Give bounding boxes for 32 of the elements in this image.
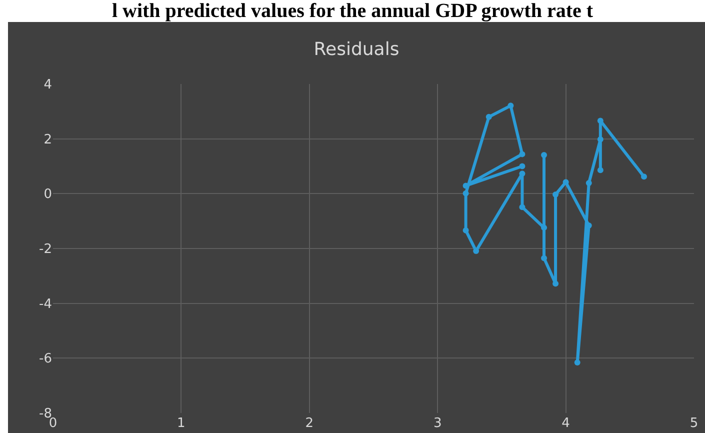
point xyxy=(552,191,559,198)
point xyxy=(486,114,492,120)
point xyxy=(597,136,604,142)
point xyxy=(541,224,548,231)
point xyxy=(597,167,604,174)
x-tick-label: 1 xyxy=(177,416,186,431)
point xyxy=(586,180,592,186)
x-tick-label: 2 xyxy=(305,416,314,431)
point xyxy=(519,151,526,158)
y-tick-label: 0 xyxy=(44,187,52,202)
point xyxy=(519,163,526,170)
x-tick-label: 4 xyxy=(562,416,570,431)
point xyxy=(508,102,514,109)
point xyxy=(519,204,526,210)
point xyxy=(641,174,647,180)
y-tick-label: 2 xyxy=(44,132,52,148)
y-tick-label: -6 xyxy=(39,352,52,367)
y-tick-label: 4 xyxy=(44,78,52,93)
point xyxy=(462,227,469,234)
point xyxy=(519,170,526,177)
chart-title: Residuals xyxy=(314,39,400,60)
x-tick-label: 3 xyxy=(433,416,442,431)
point xyxy=(552,280,559,287)
point xyxy=(574,360,580,366)
y-tick-label: -2 xyxy=(39,242,52,258)
point xyxy=(597,118,604,124)
text: l with predicted values for the annual GDP growth rate t xyxy=(110,0,594,22)
x-tick-label: 5 xyxy=(690,416,698,431)
point xyxy=(462,190,469,196)
point xyxy=(541,255,548,262)
point xyxy=(562,179,569,186)
y-tick-label: -4 xyxy=(39,296,52,312)
